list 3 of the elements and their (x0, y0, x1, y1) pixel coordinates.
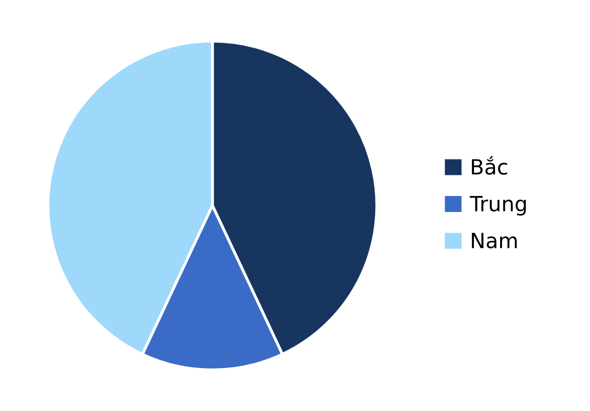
legend-label: Bắc (472, 156, 508, 175)
legend-label: Nam (472, 232, 517, 248)
legend-label: Trung (470, 196, 526, 216)
